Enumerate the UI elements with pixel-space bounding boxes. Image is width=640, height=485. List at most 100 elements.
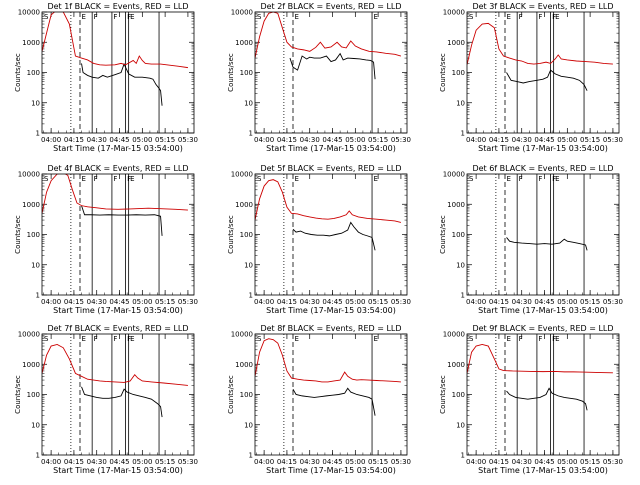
flag-label: F [94,13,98,21]
x-tick-label: 04:45 [109,458,129,466]
x-tick-label: 05:15 [155,136,175,144]
y-tick-label: 100 [452,69,465,77]
x-tick-label: 04:15 [277,458,297,466]
flag-label: F [538,13,542,21]
y-tick-label: 1000 [447,201,465,209]
x-tick-label: 05:00 [132,136,152,144]
flag-label: F [519,13,523,21]
y-axis-label: Counts/sec [227,375,235,414]
x-tick-label: 05:15 [580,458,600,466]
plot-frame [466,11,620,134]
flag-label: S [44,175,49,183]
x-axis-label: Start Time (17-Mar-15 03:54:00) [478,306,608,315]
flag-label: F [127,175,131,183]
panel-title: Det 9f BLACK = Events, RED = LLD [472,324,613,333]
flag-label: E [555,175,559,183]
series-line-black [81,205,163,236]
y-tick-label: 10 [244,99,253,107]
y-tick-label: 10000 [443,9,465,17]
panel-det-6: Det 6f BLACK = Events, RED = LLD 1 10 100 10… [439,164,623,315]
panel-title: Det 3f BLACK = Events, RED = LLD [472,2,613,11]
x-tick-label: 04:00 [41,458,61,466]
x-tick-label: 04:30 [300,458,320,466]
x-axis-label: Start Time (17-Mar-15 03:54:00) [478,144,608,153]
series-line-red [255,12,402,59]
x-tick-label: 04:15 [64,136,84,144]
flag-label: F [94,335,98,343]
series-line-red [467,344,613,374]
flag-label: S [469,13,474,21]
x-tick-label: 04:45 [109,298,129,306]
y-axis-label: Counts/sec [439,53,447,92]
flag-label: F [127,13,131,21]
x-tick-label: 04:45 [322,298,342,306]
x-tick-label: 05:30 [391,136,411,144]
y-tick-label: 1 [36,130,40,138]
x-tick-label: 05:15 [155,458,175,466]
flag-label: F [552,13,556,21]
x-tick-label: 05:00 [345,458,365,466]
x-tick-label: 05:30 [391,458,411,466]
y-tick-label: 1 [461,292,465,300]
y-tick-label: 10000 [443,171,465,179]
flag-label: E [507,335,511,343]
x-tick-label: 04:45 [534,298,554,306]
y-tick-label: 10 [31,421,40,429]
y-tick-label: 100 [27,391,40,399]
x-tick-label: 04:15 [489,458,509,466]
x-tick-label: 05:00 [132,458,152,466]
x-tick-label: 05:00 [557,298,577,306]
plot-frame [466,333,620,456]
flag-label: E [555,13,559,21]
flag-label: E [295,175,299,183]
panel-det-9: Det 9f BLACK = Events, RED = LLD 1 10 100 10… [439,324,623,475]
x-tick-label: 04:00 [466,458,486,466]
y-tick-label: 10 [31,99,40,107]
x-tick-label: 04:30 [87,458,107,466]
y-tick-label: 10 [244,421,253,429]
x-tick-label: 05:15 [580,136,600,144]
x-tick-label: 05:00 [345,298,365,306]
flag-label: E [130,13,134,21]
x-tick-label: 04:00 [254,136,274,144]
flag-label: F [538,335,542,343]
flag-label: S [44,335,49,343]
x-tick-label: 04:30 [512,136,532,144]
flag-label: F [519,175,523,183]
y-tick-label: 10 [31,261,40,269]
flag-label: E [374,175,378,183]
flag-label: E [82,175,86,183]
x-tick-label: 04:00 [254,298,274,306]
y-tick-label: 10 [456,261,465,269]
y-tick-label: 10000 [231,9,253,17]
flag-label: F [94,175,98,183]
series-line-red [255,179,402,223]
x-tick-label: 05:30 [178,136,198,144]
panel-title: Det 7f BLACK = Events, RED = LLD [47,324,188,333]
y-tick-label: 100 [452,231,465,239]
x-tick-label: 05:15 [368,298,388,306]
flag-label: E [82,335,86,343]
x-tick-label: 05:30 [391,298,411,306]
y-tick-label: 10000 [443,331,465,339]
flag-label: F [113,335,117,343]
flag-label: E [507,13,511,21]
series-line-black [506,387,588,411]
y-tick-label: 1000 [235,361,253,369]
flag-label: F [552,335,556,343]
flag-label: F [113,175,117,183]
flag-label: E [374,13,378,21]
plot-frame [41,333,195,456]
x-tick-label: 04:00 [41,298,61,306]
y-tick-label: 100 [240,69,253,77]
x-tick-label: 04:45 [534,136,554,144]
x-axis-label: Start Time (17-Mar-15 03:54:00) [53,466,183,475]
y-tick-label: 10 [456,99,465,107]
y-tick-label: 1 [249,452,253,460]
y-tick-label: 1000 [447,361,465,369]
x-tick-label: 04:00 [41,136,61,144]
x-tick-label: 04:15 [277,136,297,144]
series-line-black [81,62,163,106]
flag-label: F [113,13,117,21]
x-tick-label: 05:30 [603,298,623,306]
